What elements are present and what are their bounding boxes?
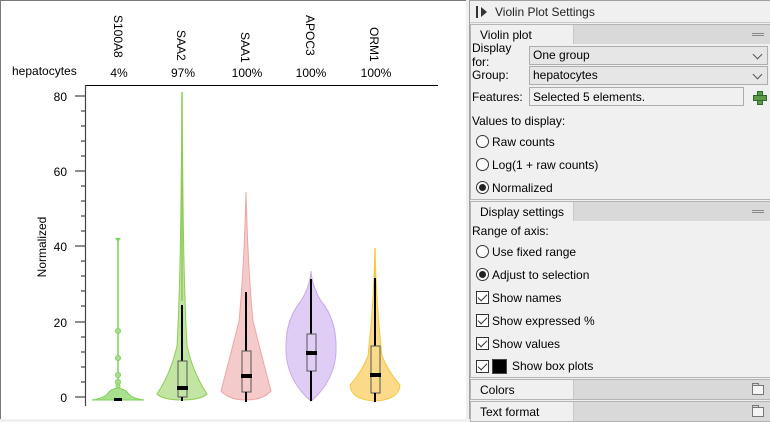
checkbox[interactable] [476, 359, 489, 373]
expressed-pct-saa1: 100% [232, 66, 263, 80]
radio-log-counts[interactable]: Log(1 + raw counts) [471, 153, 770, 176]
collapse-icon[interactable] [752, 33, 764, 36]
radio-button[interactable] [476, 158, 489, 171]
violin-apoc3 [285, 270, 337, 402]
violin-plot-settings-panel: Violin Plot Settings Violin plot Display… [469, 0, 770, 422]
expressed-pct-apoc3: 100% [296, 66, 327, 80]
y-axis-label: Normalized [35, 217, 49, 278]
violin-s100a8 [91, 238, 145, 401]
colors-section-title: Colors [471, 380, 574, 399]
feature-name-orm1: ORM1 [367, 27, 381, 62]
group-label: Group: [472, 68, 509, 82]
checkbox[interactable] [476, 314, 489, 327]
checkbox-label: Show values [492, 336, 561, 351]
radio-label: Raw counts [492, 134, 555, 149]
radio-label: Use fixed range [492, 244, 577, 259]
colors-section: Colors [470, 379, 770, 400]
collapse-icon[interactable] [752, 210, 764, 213]
text-format-section-header[interactable]: Text format [471, 402, 770, 421]
checkbox[interactable] [476, 291, 489, 304]
radio-button[interactable] [476, 135, 489, 148]
radio-button[interactable] [476, 245, 489, 258]
violin-plot-svg: S100A8 SAA2 SAA1 APOC3 ORM1 hepatocytes … [12, 15, 438, 406]
chevron-down-icon [752, 49, 763, 59]
checkbox-label: Show names [492, 290, 562, 305]
range-of-axis-label: Range of axis: [472, 223, 549, 238]
expressed-pct-orm1: 100% [361, 66, 392, 80]
y-tick-0: 0 [60, 391, 67, 405]
feature-name-saa2: SAA2 [174, 30, 188, 61]
display-for-value: One group [533, 48, 590, 62]
radio-raw-counts[interactable]: Raw counts [471, 130, 770, 153]
radio-button-selected[interactable] [476, 268, 489, 281]
panel-title: Violin Plot Settings [495, 4, 595, 19]
radio-normalized[interactable]: Normalized [471, 176, 770, 199]
bar-icon [476, 5, 478, 18]
feature-name-apoc3: APOC3 [303, 15, 317, 56]
display-settings-section-header[interactable]: Display settings [471, 202, 770, 221]
display-for-label: Display for: [472, 41, 512, 69]
box-plot-color-swatch[interactable] [492, 358, 507, 374]
violin-plot-section: Violin plot Display for: One group Group… [470, 24, 770, 200]
y-tick-20: 20 [54, 316, 68, 330]
y-axis: 80 60 40 20 0 Normalized [35, 85, 87, 406]
y-tick-80: 80 [54, 90, 68, 104]
values-to-display-label: Values to display: [472, 113, 566, 128]
violin-saa1 [220, 191, 272, 402]
radio-adjust-selection[interactable]: Adjust to selection [471, 263, 770, 286]
group-select[interactable]: hepatocytes [529, 65, 768, 85]
checkbox-show-values[interactable]: Show values [471, 332, 770, 355]
display-settings-section-title: Display settings [471, 202, 574, 221]
violin-plot-section-title: Violin plot [471, 25, 574, 44]
violin-orm1 [349, 247, 401, 402]
violin-plot-section-header[interactable]: Violin plot [471, 25, 770, 44]
checkbox-label: Show box plots [512, 359, 594, 373]
checkbox-show-box-plots[interactable]: Show box plots [471, 355, 770, 377]
checkbox-label: Show expressed % [492, 313, 595, 328]
feature-name-s100a8: S100A8 [111, 15, 125, 58]
radio-label: Normalized [492, 180, 553, 195]
features-label: Features: [472, 89, 523, 104]
folder-icon[interactable] [752, 383, 764, 395]
checkbox-show-expressed[interactable]: Show expressed % [471, 309, 770, 332]
radio-fixed-range[interactable]: Use fixed range [471, 240, 770, 263]
checkbox[interactable] [476, 337, 489, 350]
group-value: hepatocytes [533, 68, 598, 82]
folder-icon[interactable] [752, 405, 764, 417]
feature-name-saa1: SAA1 [238, 32, 252, 63]
violin-plot-canvas: S100A8 SAA2 SAA1 APOC3 ORM1 hepatocytes … [0, 0, 466, 419]
expressed-pct-s100a8: 4% [110, 66, 128, 80]
y-tick-60: 60 [54, 165, 68, 179]
group-label: hepatocytes [12, 64, 77, 78]
violin-saa2 [156, 91, 208, 401]
checkbox-show-names[interactable]: Show names [471, 286, 770, 309]
features-value: Selected 5 elements. [533, 89, 646, 104]
chevron-down-icon [752, 69, 763, 79]
text-format-section-title: Text format [471, 402, 574, 421]
expand-arrow-icon[interactable] [481, 6, 487, 17]
display-for-select[interactable]: One group [529, 45, 768, 65]
display-settings-section: Display settings Range of axis: Use fixe… [470, 201, 770, 378]
panel-header[interactable]: Violin Plot Settings [470, 1, 770, 23]
expressed-pct-saa2: 97% [171, 66, 195, 80]
y-tick-40: 40 [54, 240, 68, 254]
colors-section-header[interactable]: Colors [471, 380, 770, 399]
features-field[interactable]: Selected 5 elements. [529, 87, 744, 106]
radio-button-selected[interactable] [476, 181, 489, 194]
radio-label: Adjust to selection [492, 267, 590, 282]
radio-label: Log(1 + raw counts) [492, 157, 599, 172]
add-features-icon[interactable] [753, 90, 767, 105]
